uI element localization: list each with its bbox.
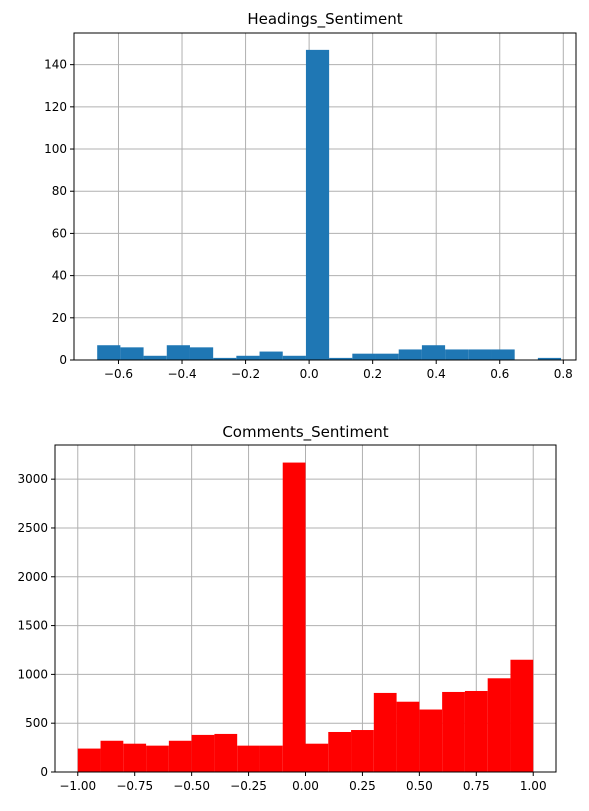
histogram-bar (120, 347, 144, 360)
chart-title: Headings_Sentiment (247, 10, 402, 29)
histogram-bar (329, 357, 353, 360)
histogram-bar (328, 731, 352, 772)
histogram-bar (100, 740, 124, 772)
histogram-bar (259, 745, 283, 772)
histogram-bar (396, 701, 420, 772)
x-tick-label: −0.2 (231, 367, 260, 381)
histogram-bar (191, 734, 215, 772)
comments-sentiment-chart: Comments_Sentiment −1.00 −0.75 −0.50 −0.25 0… (17, 423, 557, 793)
headings-sentiment-chart: Headings_Sentiment −0.6 −0.4 −0.2 0.0 0.2 0.4… (44, 10, 577, 381)
y-tick-label: 60 (52, 226, 67, 240)
y-tick-label: 80 (52, 184, 67, 198)
y-tick-label: 1500 (17, 619, 48, 633)
histogram-bar (442, 691, 465, 772)
y-tick-label: 100 (44, 142, 67, 156)
x-tick-label: 0.4 (427, 367, 446, 381)
histogram-bar (146, 745, 169, 772)
y-tick-label: 40 (52, 269, 67, 283)
histogram-bar (123, 743, 147, 772)
histogram-bar (487, 678, 511, 772)
y-tick-label: 0 (40, 765, 48, 779)
y-axis: 0 20 40 60 80 100 120 140 (44, 58, 74, 367)
x-tick-label: 0.00 (292, 779, 319, 793)
x-tick-label: −1.00 (59, 779, 96, 793)
chart-title: Comments_Sentiment (222, 423, 388, 442)
histogram-bar (282, 462, 306, 772)
y-tick-label: 140 (44, 58, 67, 72)
histogram-bar (419, 709, 443, 772)
histogram-bar (236, 355, 260, 360)
y-tick-label: 2000 (17, 570, 48, 584)
x-tick-label: 0.2 (363, 367, 382, 381)
histogram-bar (77, 748, 101, 772)
x-tick-label: 0.6 (490, 367, 509, 381)
histogram-bar (445, 349, 469, 360)
histogram-bar (464, 690, 488, 772)
x-tick-label: 0.50 (406, 779, 433, 793)
y-tick-label: 120 (44, 100, 67, 114)
y-tick-label: 2500 (17, 521, 48, 535)
x-tick-label: 0.75 (463, 779, 490, 793)
histogram-bar (375, 353, 399, 360)
histogram-bar (305, 743, 329, 772)
histogram-bar (373, 692, 397, 772)
x-tick-label: 0.8 (554, 367, 573, 381)
x-tick-label: −0.25 (230, 779, 267, 793)
histogram-bar (491, 349, 515, 360)
x-axis: −1.00 −0.75 −0.50 −0.25 0.00 0.25 0.50 0.75 1.00 (59, 772, 547, 793)
histogram-bar (282, 355, 306, 360)
x-tick-label: −0.4 (167, 367, 196, 381)
histogram-bar (351, 730, 374, 772)
histogram-bar (214, 733, 238, 772)
histogram-bar (143, 355, 167, 360)
y-axis: 0 500 1000 1500 2000 2500 3000 (17, 472, 55, 779)
histogram-bar (537, 357, 562, 360)
histogram-bar (213, 357, 237, 360)
x-axis: −0.6 −0.4 −0.2 0.0 0.2 0.4 0.6 0.8 (104, 360, 573, 381)
histogram-bar (510, 659, 534, 772)
y-tick-label: 500 (25, 716, 48, 730)
bars (77, 462, 534, 772)
histogram-bar (468, 349, 492, 360)
histogram-bar (168, 740, 192, 772)
y-tick-label: 1000 (17, 667, 48, 681)
x-tick-label: 0.25 (349, 779, 376, 793)
histogram-bar (237, 745, 260, 772)
x-tick-label: 1.00 (520, 779, 547, 793)
histogram-bar (421, 345, 446, 360)
histogram-bar (305, 49, 330, 361)
histogram-bar (189, 347, 214, 360)
plot-frame (73, 32, 577, 361)
y-tick-label: 0 (59, 353, 67, 367)
x-tick-label: 0.0 (300, 367, 319, 381)
histogram-bar (97, 345, 121, 360)
histogram-bar (166, 345, 190, 360)
histogram-bar (398, 349, 422, 360)
x-tick-label: −0.75 (116, 779, 153, 793)
x-tick-label: −0.6 (104, 367, 133, 381)
histogram-bar (352, 353, 376, 360)
y-tick-label: 3000 (17, 472, 48, 486)
x-tick-label: −0.50 (173, 779, 210, 793)
histogram-bar (259, 351, 283, 360)
bars (97, 49, 562, 361)
y-tick-label: 20 (52, 311, 67, 325)
